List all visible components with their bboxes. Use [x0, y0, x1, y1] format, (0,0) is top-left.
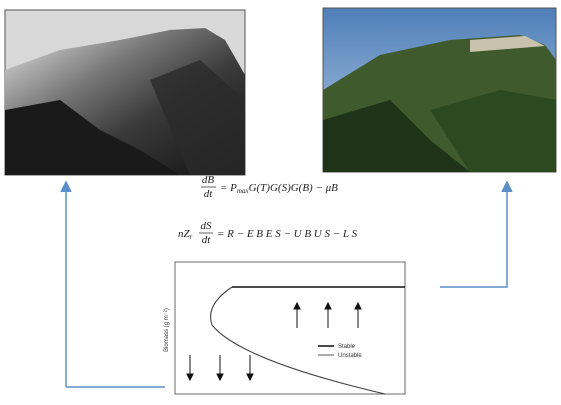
- eq-numerator: dB: [202, 174, 215, 186]
- eq-denominator: dt: [204, 188, 214, 200]
- bifurcation-chart: Biomass (g m⁻²) Stable Unstable: [164, 261, 406, 395]
- historic-photo: [4, 9, 246, 176]
- connectors: [60, 180, 513, 388]
- eq-rhs: = PmaxG(T)G(S)G(B) − μB: [220, 182, 338, 195]
- equation-1: dB dt = PmaxG(T)G(S)G(B) − μB: [201, 174, 338, 200]
- eq-denominator: dt: [202, 234, 212, 246]
- eq-rhs: = R − E B E S − U B U S − L S: [217, 228, 358, 240]
- legend-label: Unstable: [338, 353, 362, 359]
- legend-label: Stable: [338, 344, 356, 350]
- eq-numerator: dS: [201, 220, 213, 232]
- equation-2: nZr dS dt = R − E B E S − U B U S − L S: [178, 220, 358, 246]
- modern-photo: [322, 7, 557, 173]
- y-axis-label: Biomass (g m⁻²): [164, 308, 170, 352]
- eq-prefix: nZr: [178, 228, 193, 241]
